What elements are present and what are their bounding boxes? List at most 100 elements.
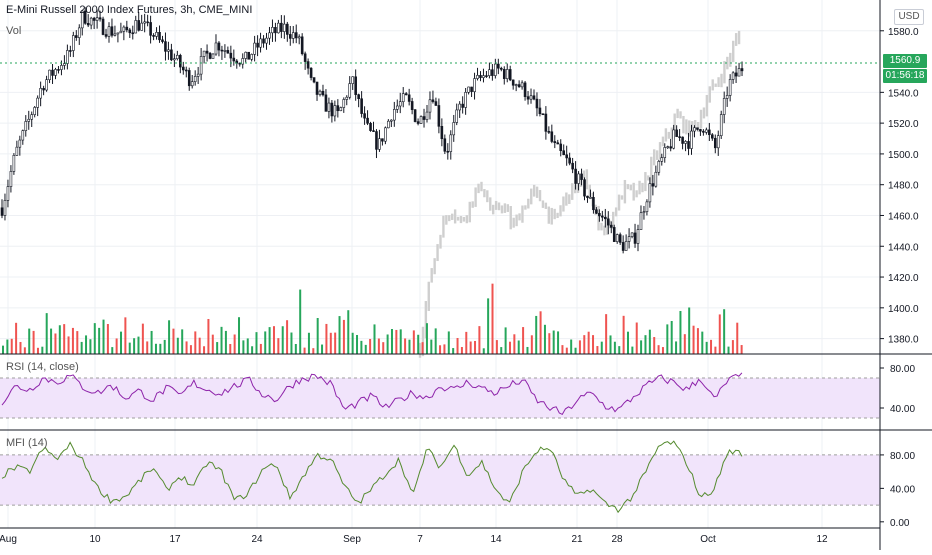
rsi-axis[interactable]: 40.00 80.00 [880,364,915,415]
compare-bar [711,79,714,91]
candle-body [731,72,735,80]
volume-bar [578,340,581,354]
price-axis[interactable]: 1380.0 1400.0 1420.0 1440.0 1460.0 1480.0 1500… [880,27,919,346]
volume-bar [740,345,743,354]
volume-bar [452,348,455,354]
candle-body [722,98,726,115]
compare-bar [547,206,550,224]
volume-bar [456,337,459,354]
time-axis[interactable]: Aug 10 17 24 Sep 7 14 21 28 Oct 12 [0,534,828,545]
volume-bar [154,343,157,354]
candle-body [306,61,310,69]
volume-bar [50,328,53,354]
volume-bar [417,334,420,354]
candle-body [202,50,206,57]
candle-body [134,20,138,34]
time-tick-label: Aug [0,534,17,545]
volume-legend[interactable]: Vol [6,25,22,37]
candle-body [187,70,191,87]
candle-body [312,77,316,83]
candle-body [181,66,185,71]
compare-bar [530,188,533,205]
volume-bar [211,334,214,354]
candle-body [265,37,268,44]
candle-body [511,79,515,86]
candle-body [696,127,699,130]
candle-body [431,99,435,102]
candle-body [520,82,524,88]
candle-body [220,49,224,52]
compare-bar [571,183,574,200]
candle-body [422,116,426,120]
compare-bar [518,213,521,221]
candle-body [609,224,613,228]
volume-bar [583,335,586,354]
volume-bar [41,346,44,354]
candle-body [107,26,111,37]
candle-body [30,114,34,120]
currency-button[interactable]: USD [894,9,924,25]
volume-bar [552,330,555,354]
rsi-legend[interactable]: RSI (14, close) [6,361,79,373]
candle-body [627,236,631,242]
candle-body [92,17,96,21]
compare-bar [691,121,694,137]
candle-body [18,139,22,148]
candle-body [606,218,610,226]
volume-bar [395,329,398,354]
candle-body [184,69,188,72]
compare-bar [629,184,632,191]
volume-bar [412,330,415,354]
candle-body [716,135,720,149]
candle-body [6,186,10,201]
candle-body [297,36,301,39]
candle-body [21,130,25,141]
candle-body [241,58,245,65]
candle-body [277,22,280,34]
candle-body [205,50,209,54]
compare-bar [667,131,671,139]
volume-bar [587,331,590,354]
candle-body [535,98,539,109]
price-tick-label: 1460.0 [888,211,919,222]
volume-bar [443,344,446,354]
candle-body [294,32,298,39]
volume-bar [286,320,289,354]
volume-bar [666,324,669,354]
compare-bar [641,182,644,193]
candle-body [407,94,411,102]
candle-body [196,73,200,77]
candle-body [223,50,227,52]
volume-bar [45,313,48,354]
volume-bar [631,346,634,354]
candle-body [199,56,203,75]
candle-body [324,94,328,112]
volume-bar [430,339,433,354]
volume-bar [233,334,236,354]
candle-body [113,33,117,36]
volume-bar [679,310,682,354]
mfi-legend[interactable]: MFI (14) [6,437,48,449]
rsi-band [0,378,880,418]
volume-bar [316,318,319,354]
compare-bar [737,30,741,45]
mfi-axis[interactable]: 0.00 40.00 80.00 [880,451,915,529]
volume-bar [425,323,428,354]
compare-bar [535,186,539,198]
candle-body [164,41,167,52]
candle-body [425,111,429,120]
compare-bar [538,190,542,202]
volume-bar [592,335,595,354]
candle-body [345,96,349,100]
candle-body [333,105,337,117]
compare-bar [717,77,720,88]
candle-body [291,32,295,39]
candle-body [348,83,352,98]
candle-body [57,69,60,71]
volume-bar [504,327,507,354]
candle-body [449,134,453,152]
compare-bar [609,220,612,229]
volume-bar [76,331,79,354]
